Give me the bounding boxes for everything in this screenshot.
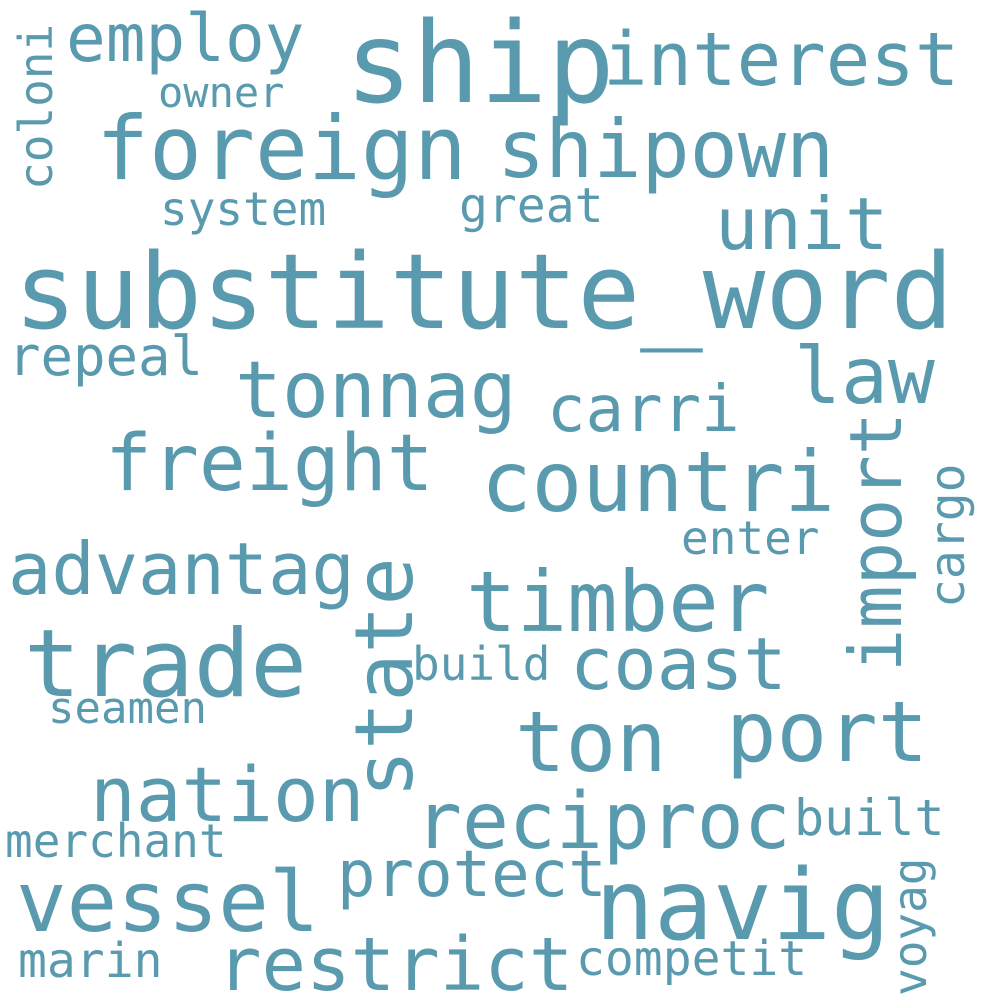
word-reciproc: reciproc bbox=[415, 777, 791, 867]
word-substitute-word: substitute_word bbox=[14, 231, 954, 353]
word-cargo: cargo bbox=[920, 463, 976, 609]
word-nation: nation bbox=[90, 750, 365, 839]
word-coast: coast bbox=[570, 622, 787, 706]
word-navig: navig bbox=[595, 849, 891, 963]
word-law: law bbox=[794, 332, 935, 422]
word-foreign: foreign bbox=[96, 97, 467, 200]
word-ton: ton bbox=[515, 693, 667, 791]
word-protect: protect bbox=[337, 838, 607, 912]
word-ship: ship bbox=[345, 0, 615, 129]
word-tonnag: tonnag bbox=[235, 346, 517, 436]
word-owner: owner bbox=[158, 68, 285, 117]
word-shipown: shipown bbox=[497, 103, 835, 196]
word-merchant: merchant bbox=[5, 814, 227, 868]
word-import: import bbox=[834, 411, 918, 672]
word-carri: carri bbox=[547, 373, 740, 447]
word-freight: freight bbox=[105, 419, 434, 509]
word-system: system bbox=[160, 182, 327, 236]
word-coloni: coloni bbox=[9, 23, 63, 190]
word-repeal: repeal bbox=[8, 325, 204, 388]
word-marin: marin bbox=[18, 933, 163, 989]
word-vessel: vessel bbox=[16, 853, 320, 951]
word-restrict: restrict bbox=[217, 922, 574, 1000]
word-build: build bbox=[412, 637, 551, 691]
word-seamen: seamen bbox=[48, 683, 207, 734]
word-competit: competit bbox=[576, 931, 808, 987]
word-voyag: voyag bbox=[883, 857, 937, 996]
word-great: great bbox=[459, 178, 604, 234]
word-built: built bbox=[794, 789, 945, 847]
word-advantag: advantag bbox=[8, 527, 355, 611]
word-countri: countri bbox=[481, 433, 836, 531]
word-trade: trade bbox=[24, 610, 307, 719]
word-enter: enter bbox=[681, 511, 820, 565]
word-port: port bbox=[726, 683, 929, 781]
word-timber: timber bbox=[466, 553, 770, 651]
word-interest: interest bbox=[603, 17, 960, 103]
word-unit: unit bbox=[715, 182, 889, 266]
word-employ: employ bbox=[66, 0, 305, 77]
